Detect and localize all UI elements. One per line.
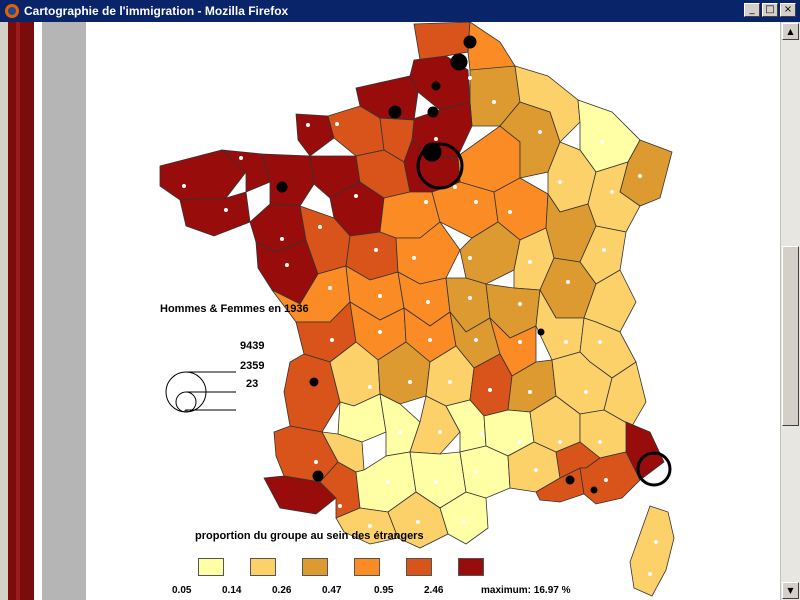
population-circle — [450, 53, 468, 71]
legend-swatch — [302, 558, 328, 576]
legend-circle-medium — [175, 391, 197, 413]
window-title-bar: Cartographie de l'immigration - Mozilla … — [0, 0, 800, 22]
left-border — [0, 22, 8, 600]
department-region[interactable] — [295, 113, 335, 157]
population-circle — [388, 105, 402, 119]
scroll-down-arrow-icon[interactable]: ▼ — [782, 582, 799, 599]
department-region[interactable] — [629, 505, 675, 597]
maximize-button[interactable]: □ — [762, 3, 778, 17]
class-label: 2.46 — [424, 585, 444, 596]
close-button[interactable]: × — [780, 3, 796, 17]
population-circle — [565, 475, 575, 485]
department-region[interactable] — [283, 353, 341, 433]
class-label: 0.95 — [374, 585, 394, 596]
department-region[interactable] — [261, 153, 315, 207]
class-label: 0.05 — [172, 585, 192, 596]
maximum-label: maximum: 16.97 % — [481, 585, 571, 596]
scroll-up-arrow-icon[interactable]: ▲ — [782, 23, 799, 40]
population-circle — [422, 142, 442, 162]
department-region[interactable] — [514, 65, 581, 143]
class-label: 0.47 — [322, 585, 342, 596]
size-legend — [165, 371, 236, 413]
size-label-large: 9439 — [240, 340, 265, 352]
department-region[interactable] — [467, 22, 516, 75]
population-circle — [590, 486, 598, 494]
population-circle — [463, 35, 477, 49]
minimize-button[interactable]: _ — [744, 3, 760, 17]
population-circle — [537, 328, 545, 336]
legend-swatch — [250, 558, 276, 576]
department-region[interactable] — [603, 361, 647, 427]
department-region[interactable] — [625, 421, 665, 481]
population-circle — [416, 142, 464, 190]
small-dots — [182, 76, 658, 576]
departments — [159, 22, 675, 597]
population-circle — [427, 106, 439, 118]
firefox-icon — [4, 3, 20, 19]
population-circle — [276, 181, 288, 193]
size-label-small: 23 — [246, 378, 259, 390]
size-label-medium: 2359 — [240, 360, 265, 372]
legend-title: Hommes & Femmes en 1936 — [160, 303, 309, 315]
legend-swatch — [406, 558, 432, 576]
decorative-stripe-inner — [16, 22, 20, 600]
class-label: 0.26 — [272, 585, 292, 596]
population-circle — [431, 81, 441, 91]
scroll-thumb[interactable] — [782, 246, 799, 426]
population-circle — [636, 451, 672, 487]
legend-swatch — [198, 558, 224, 576]
department-region[interactable] — [220, 149, 271, 193]
proportion-legend-title: proportion du groupe au sein des étrange… — [195, 530, 424, 542]
window-title: Cartographie de l'immigration - Mozilla … — [24, 4, 289, 18]
population-circle — [309, 377, 319, 387]
vertical-scrollbar[interactable]: ▲ ▼ — [780, 22, 800, 600]
decorative-stripe — [8, 22, 34, 600]
population-circle — [312, 470, 324, 482]
population-symbols — [276, 35, 672, 494]
legend-swatch — [458, 558, 484, 576]
france-map — [159, 22, 675, 597]
department-region[interactable] — [459, 445, 511, 499]
class-label: 0.14 — [222, 585, 242, 596]
legend-swatch — [354, 558, 380, 576]
decorative-gray-band — [42, 22, 86, 600]
page-content: Hommes & Femmes en 1936 9439 2359 23 pro… — [0, 22, 780, 600]
